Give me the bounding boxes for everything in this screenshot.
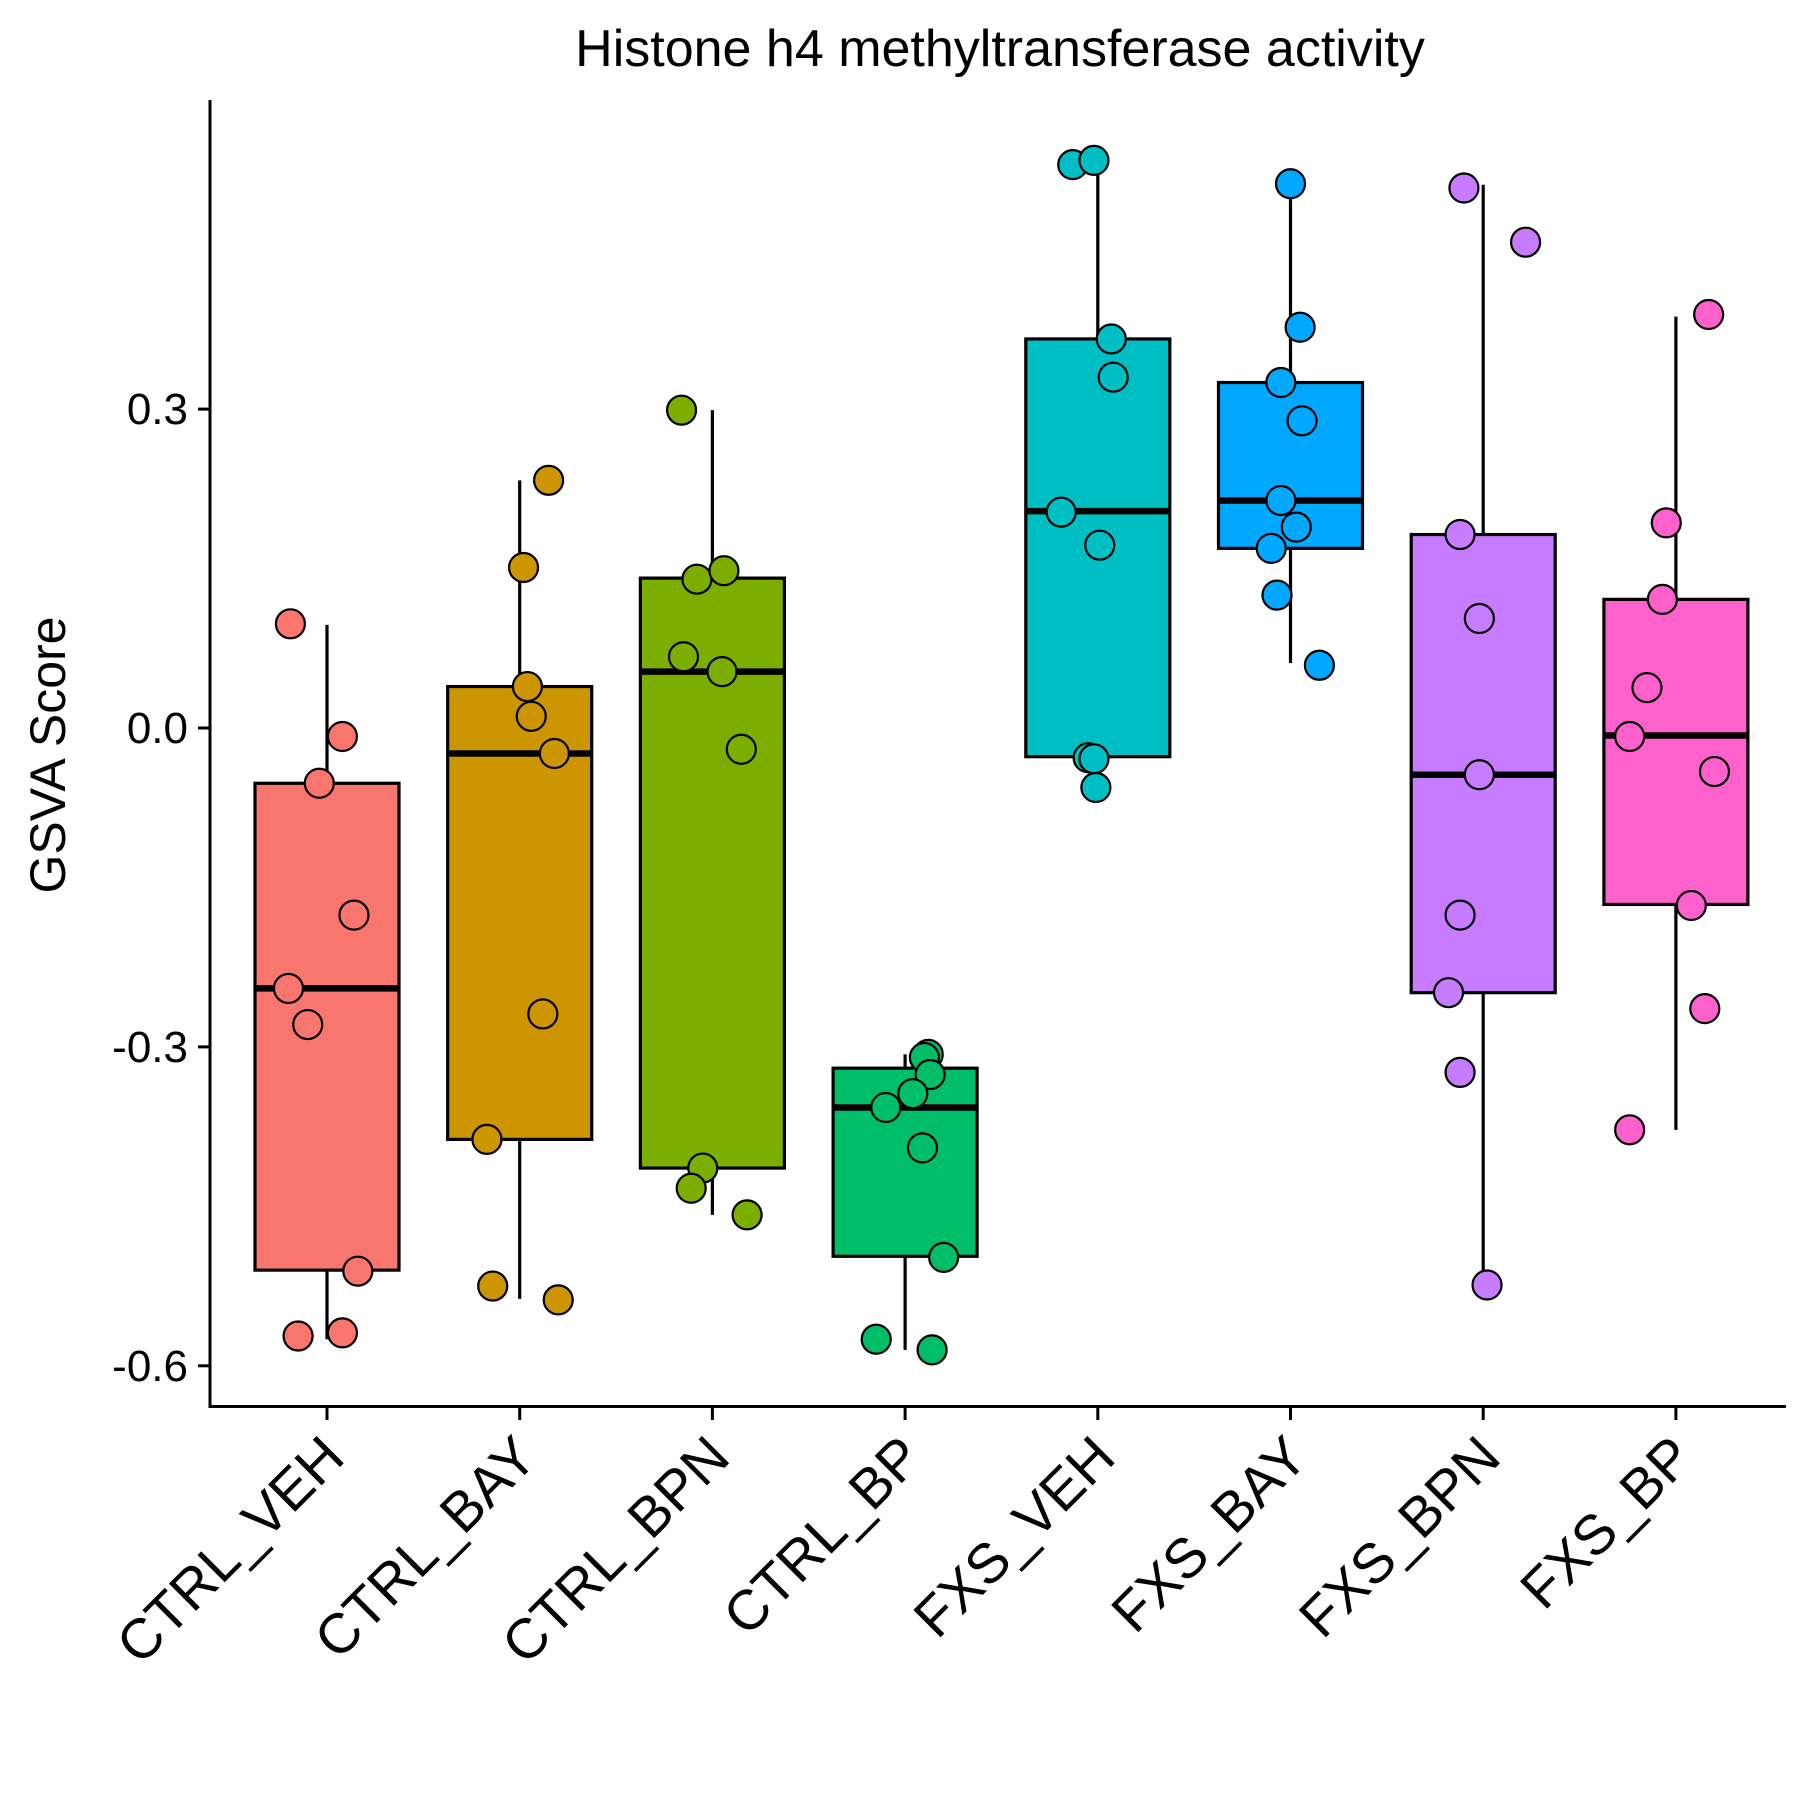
y-tick-label: 0.0 xyxy=(127,704,188,753)
data-point xyxy=(1509,226,1542,258)
data-point xyxy=(515,700,547,732)
x-tick-label: CTRL_BP xyxy=(711,1424,934,1647)
data-point xyxy=(326,1317,359,1349)
data-point xyxy=(1045,496,1077,528)
data-point xyxy=(706,656,738,688)
x-tick-label: FXS_VEH xyxy=(901,1424,1126,1649)
y-tick-label: -0.3 xyxy=(112,1023,188,1072)
data-point xyxy=(538,737,570,770)
data-point xyxy=(326,720,359,753)
box-group xyxy=(831,1038,979,1366)
data-point xyxy=(507,551,540,584)
data-point xyxy=(675,1172,707,1204)
x-tick-label: FXS_BAY xyxy=(1099,1424,1319,1644)
data-point xyxy=(1284,311,1316,343)
data-point xyxy=(1097,361,1129,393)
data-point xyxy=(1463,602,1495,635)
data-point xyxy=(292,1008,324,1041)
y-tick-label: 0.3 xyxy=(127,385,188,434)
data-point xyxy=(667,641,700,673)
data-point xyxy=(1675,889,1707,922)
data-point xyxy=(338,899,370,931)
data-point xyxy=(1265,484,1297,517)
data-point xyxy=(870,1091,902,1124)
data-point xyxy=(1631,672,1663,704)
data-point xyxy=(342,1255,374,1287)
data-point xyxy=(1650,507,1682,539)
data-point xyxy=(477,1270,509,1302)
box-group xyxy=(1024,144,1172,804)
data-point xyxy=(1444,518,1476,551)
box xyxy=(253,781,401,1272)
data-point xyxy=(1078,144,1110,176)
data-point xyxy=(1444,1056,1476,1089)
data-point xyxy=(533,464,565,496)
data-point xyxy=(303,767,335,799)
plot-area xyxy=(253,144,1750,1366)
x-tick-label: FXS_BPN xyxy=(1287,1424,1512,1649)
data-point xyxy=(1078,743,1110,775)
box-group xyxy=(446,464,594,1316)
data-point xyxy=(1095,323,1127,355)
box-group xyxy=(1216,168,1365,681)
data-point xyxy=(1471,1269,1503,1301)
data-point xyxy=(906,1132,939,1164)
data-point xyxy=(274,608,306,640)
data-point xyxy=(1274,168,1307,200)
data-point xyxy=(1286,405,1318,437)
data-point xyxy=(1614,1114,1646,1146)
y-tick-label: -0.6 xyxy=(112,1342,188,1391)
data-point xyxy=(1261,579,1293,611)
data-point xyxy=(1084,529,1116,561)
data-point xyxy=(1444,899,1476,931)
data-point xyxy=(860,1323,892,1355)
data-point xyxy=(282,1320,314,1352)
box xyxy=(1602,597,1750,907)
box-group xyxy=(1409,172,1557,1301)
data-point xyxy=(471,1123,503,1155)
data-point xyxy=(1693,298,1725,331)
x-axis-ticks: CTRL_VEHCTRL_BAYCTRL_BPNCTRL_BPFXS_VEHFX… xyxy=(104,1408,1704,1675)
data-point xyxy=(916,1334,948,1366)
data-point xyxy=(1280,511,1312,543)
data-point xyxy=(542,1284,574,1316)
data-point xyxy=(725,733,757,765)
data-point xyxy=(511,670,544,703)
data-point xyxy=(708,555,740,587)
data-point xyxy=(1265,366,1297,399)
box-group xyxy=(638,394,787,1231)
data-point xyxy=(731,1199,763,1231)
data-point xyxy=(1698,755,1731,788)
data-point xyxy=(1255,532,1287,564)
y-axis-ticks: 0.3 0.0 -0.3 -0.6 xyxy=(112,385,210,1391)
box xyxy=(446,684,594,1141)
x-tick-label: FXS_BP xyxy=(1508,1424,1704,1620)
data-point xyxy=(1448,172,1480,204)
data-point xyxy=(928,1241,960,1273)
data-point xyxy=(1303,649,1336,681)
data-point xyxy=(1432,977,1465,1009)
data-point xyxy=(1646,583,1679,615)
box-group xyxy=(1602,298,1750,1146)
y-axis-label: GSVA Score xyxy=(20,617,76,894)
data-point xyxy=(272,972,305,1005)
box-group xyxy=(253,608,401,1352)
data-point xyxy=(1080,771,1112,804)
data-point xyxy=(897,1078,929,1110)
data-point xyxy=(681,563,713,595)
data-point xyxy=(1463,759,1495,791)
data-point xyxy=(527,998,559,1030)
chart-title: Histone h4 methyltransferase activity xyxy=(575,20,1425,78)
data-point xyxy=(1689,993,1721,1025)
data-point xyxy=(665,394,698,426)
data-point xyxy=(1614,720,1646,753)
